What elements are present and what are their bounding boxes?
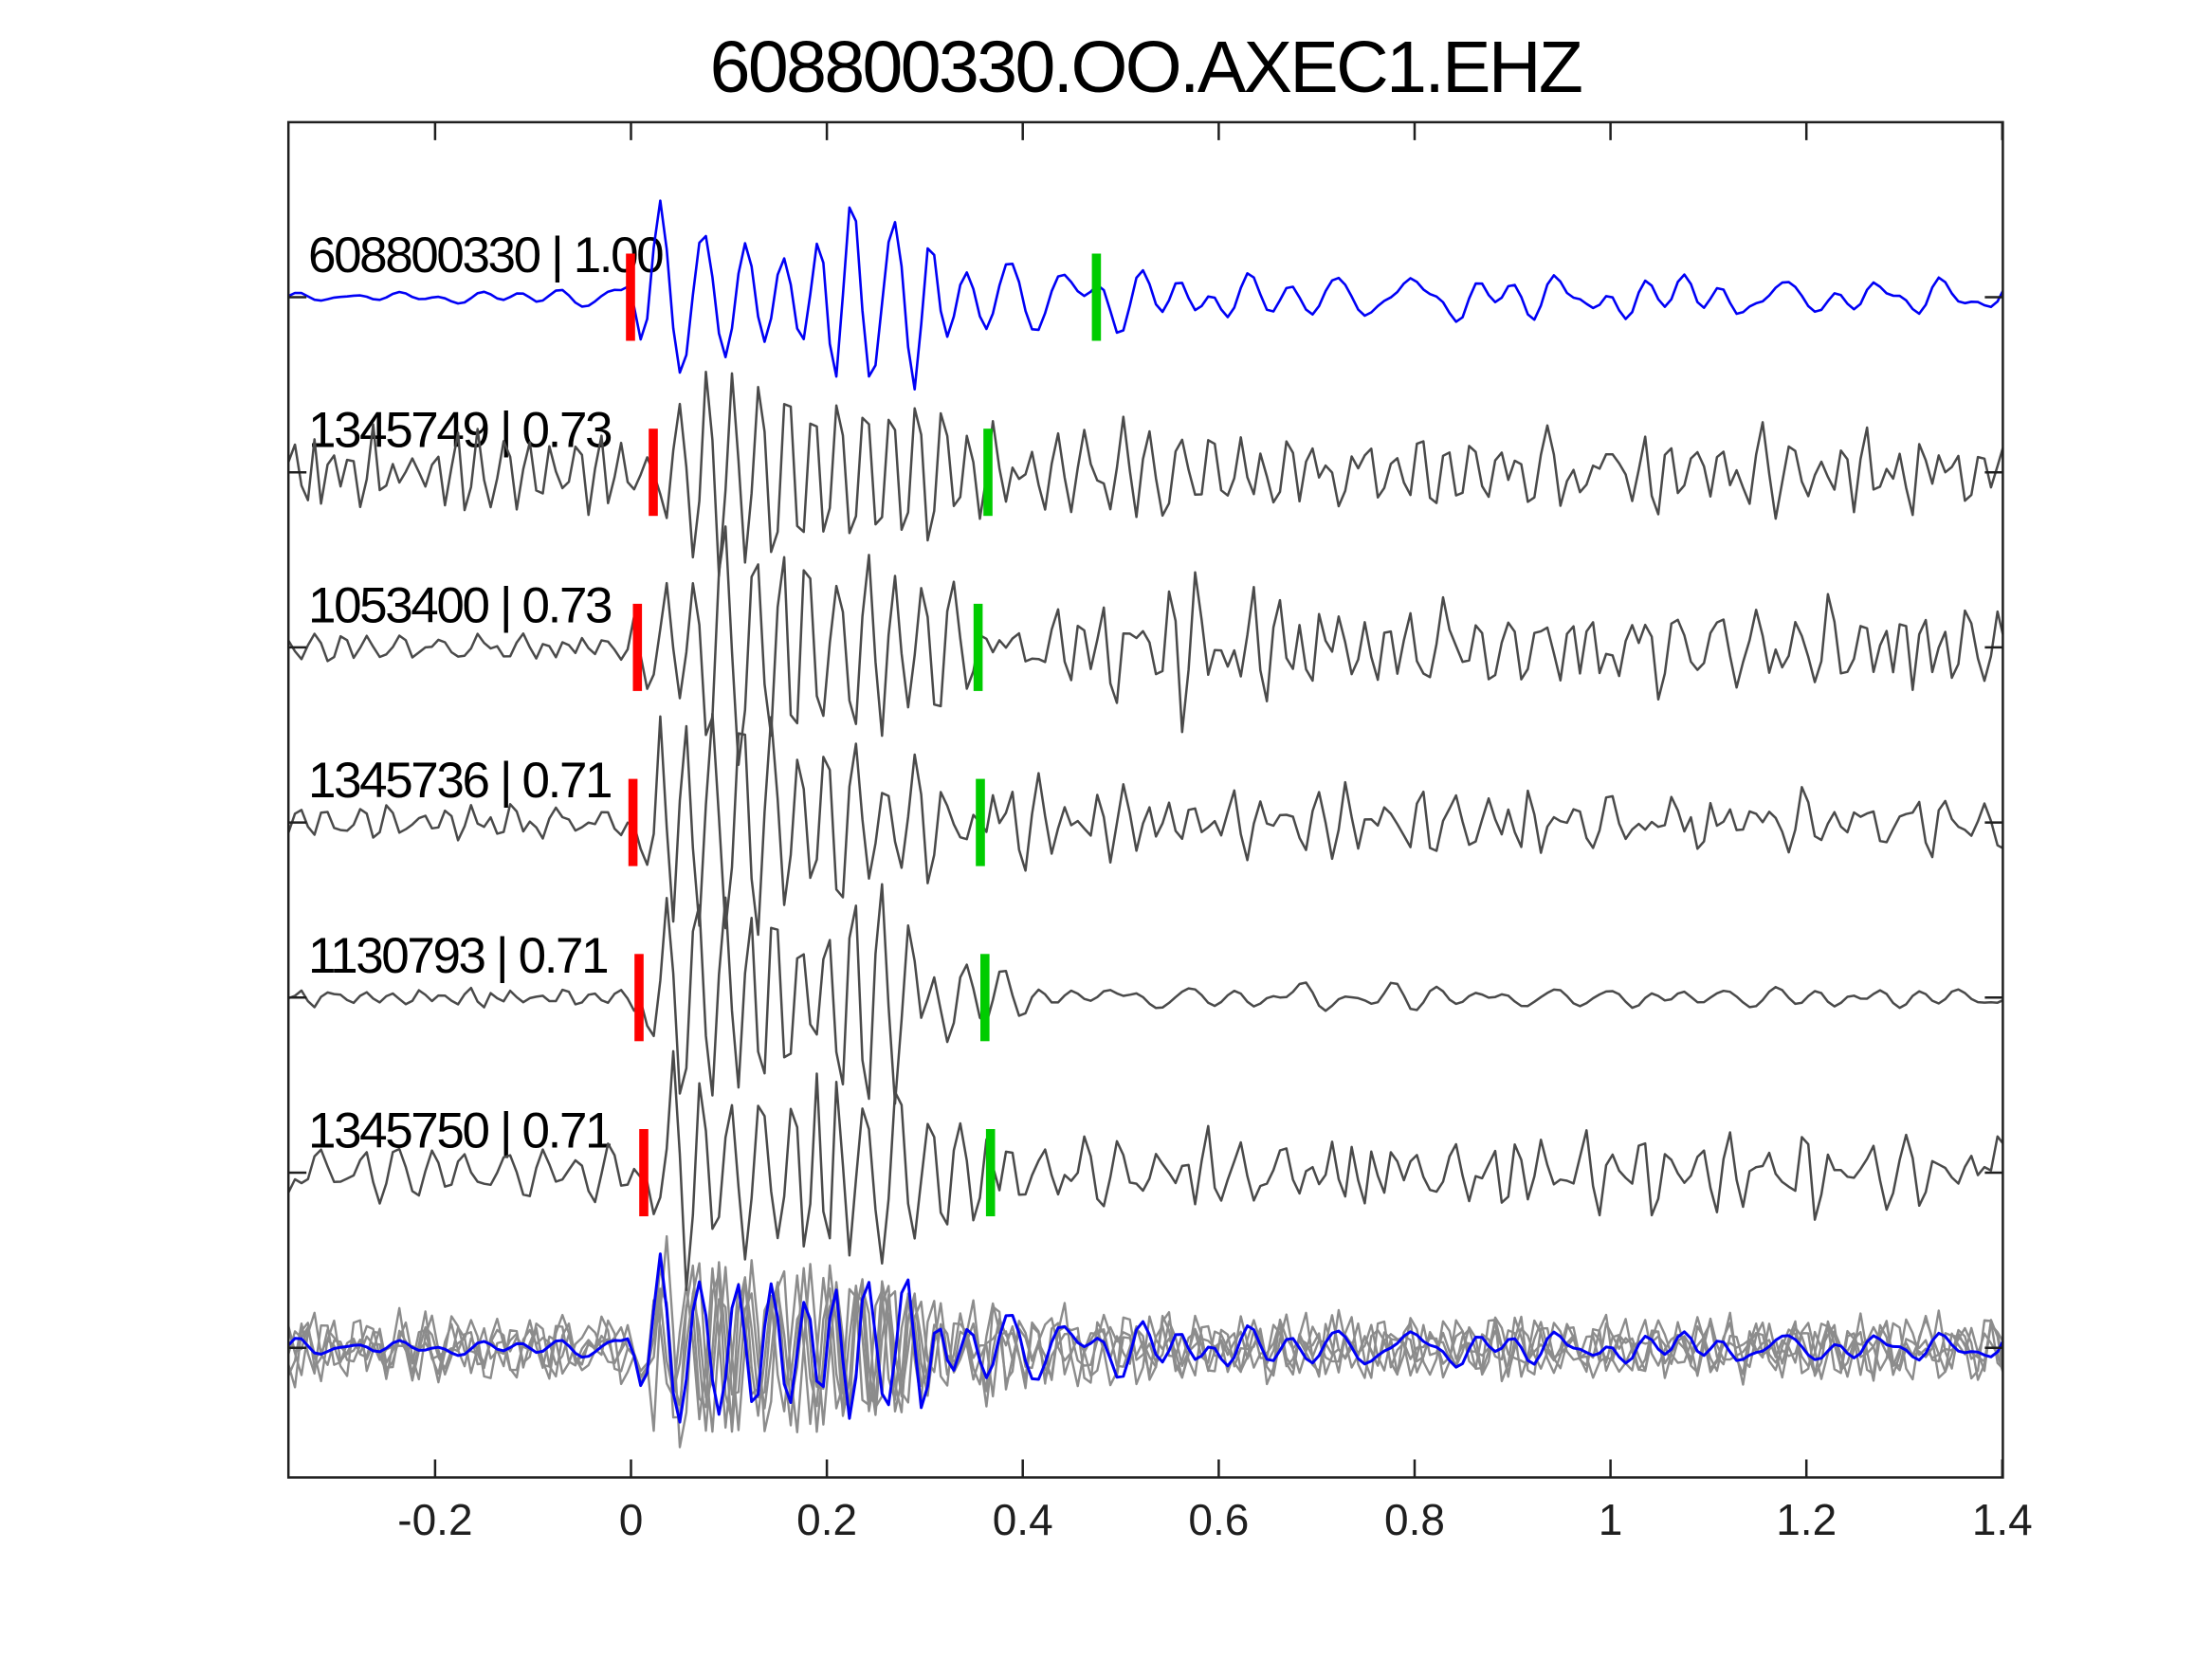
svg-text:1053400 | 0.73: 1053400 | 0.73 — [308, 577, 612, 633]
svg-text:608800330.OO.AXEC1.EHZ: 608800330.OO.AXEC1.EHZ — [710, 27, 1581, 108]
svg-text:1: 1 — [1599, 1495, 1623, 1544]
svg-text:0.4: 0.4 — [993, 1495, 1053, 1544]
svg-text:1.2: 1.2 — [1776, 1495, 1837, 1544]
svg-text:1345749 | 0.73: 1345749 | 0.73 — [308, 403, 612, 459]
svg-text:1345736 | 0.71: 1345736 | 0.71 — [308, 753, 611, 809]
svg-text:1130793 | 0.71: 1130793 | 0.71 — [308, 928, 607, 984]
svg-text:1345750 | 0.71: 1345750 | 0.71 — [308, 1103, 611, 1159]
svg-text:1.4: 1.4 — [1972, 1495, 2033, 1544]
svg-text:0.8: 0.8 — [1384, 1495, 1445, 1544]
svg-text:0.6: 0.6 — [1188, 1495, 1249, 1544]
svg-text:608800330 | 1.00: 608800330 | 1.00 — [308, 228, 663, 283]
svg-text:0.2: 0.2 — [796, 1495, 857, 1544]
svg-text:0: 0 — [619, 1495, 644, 1544]
svg-text:-0.2: -0.2 — [397, 1495, 472, 1544]
